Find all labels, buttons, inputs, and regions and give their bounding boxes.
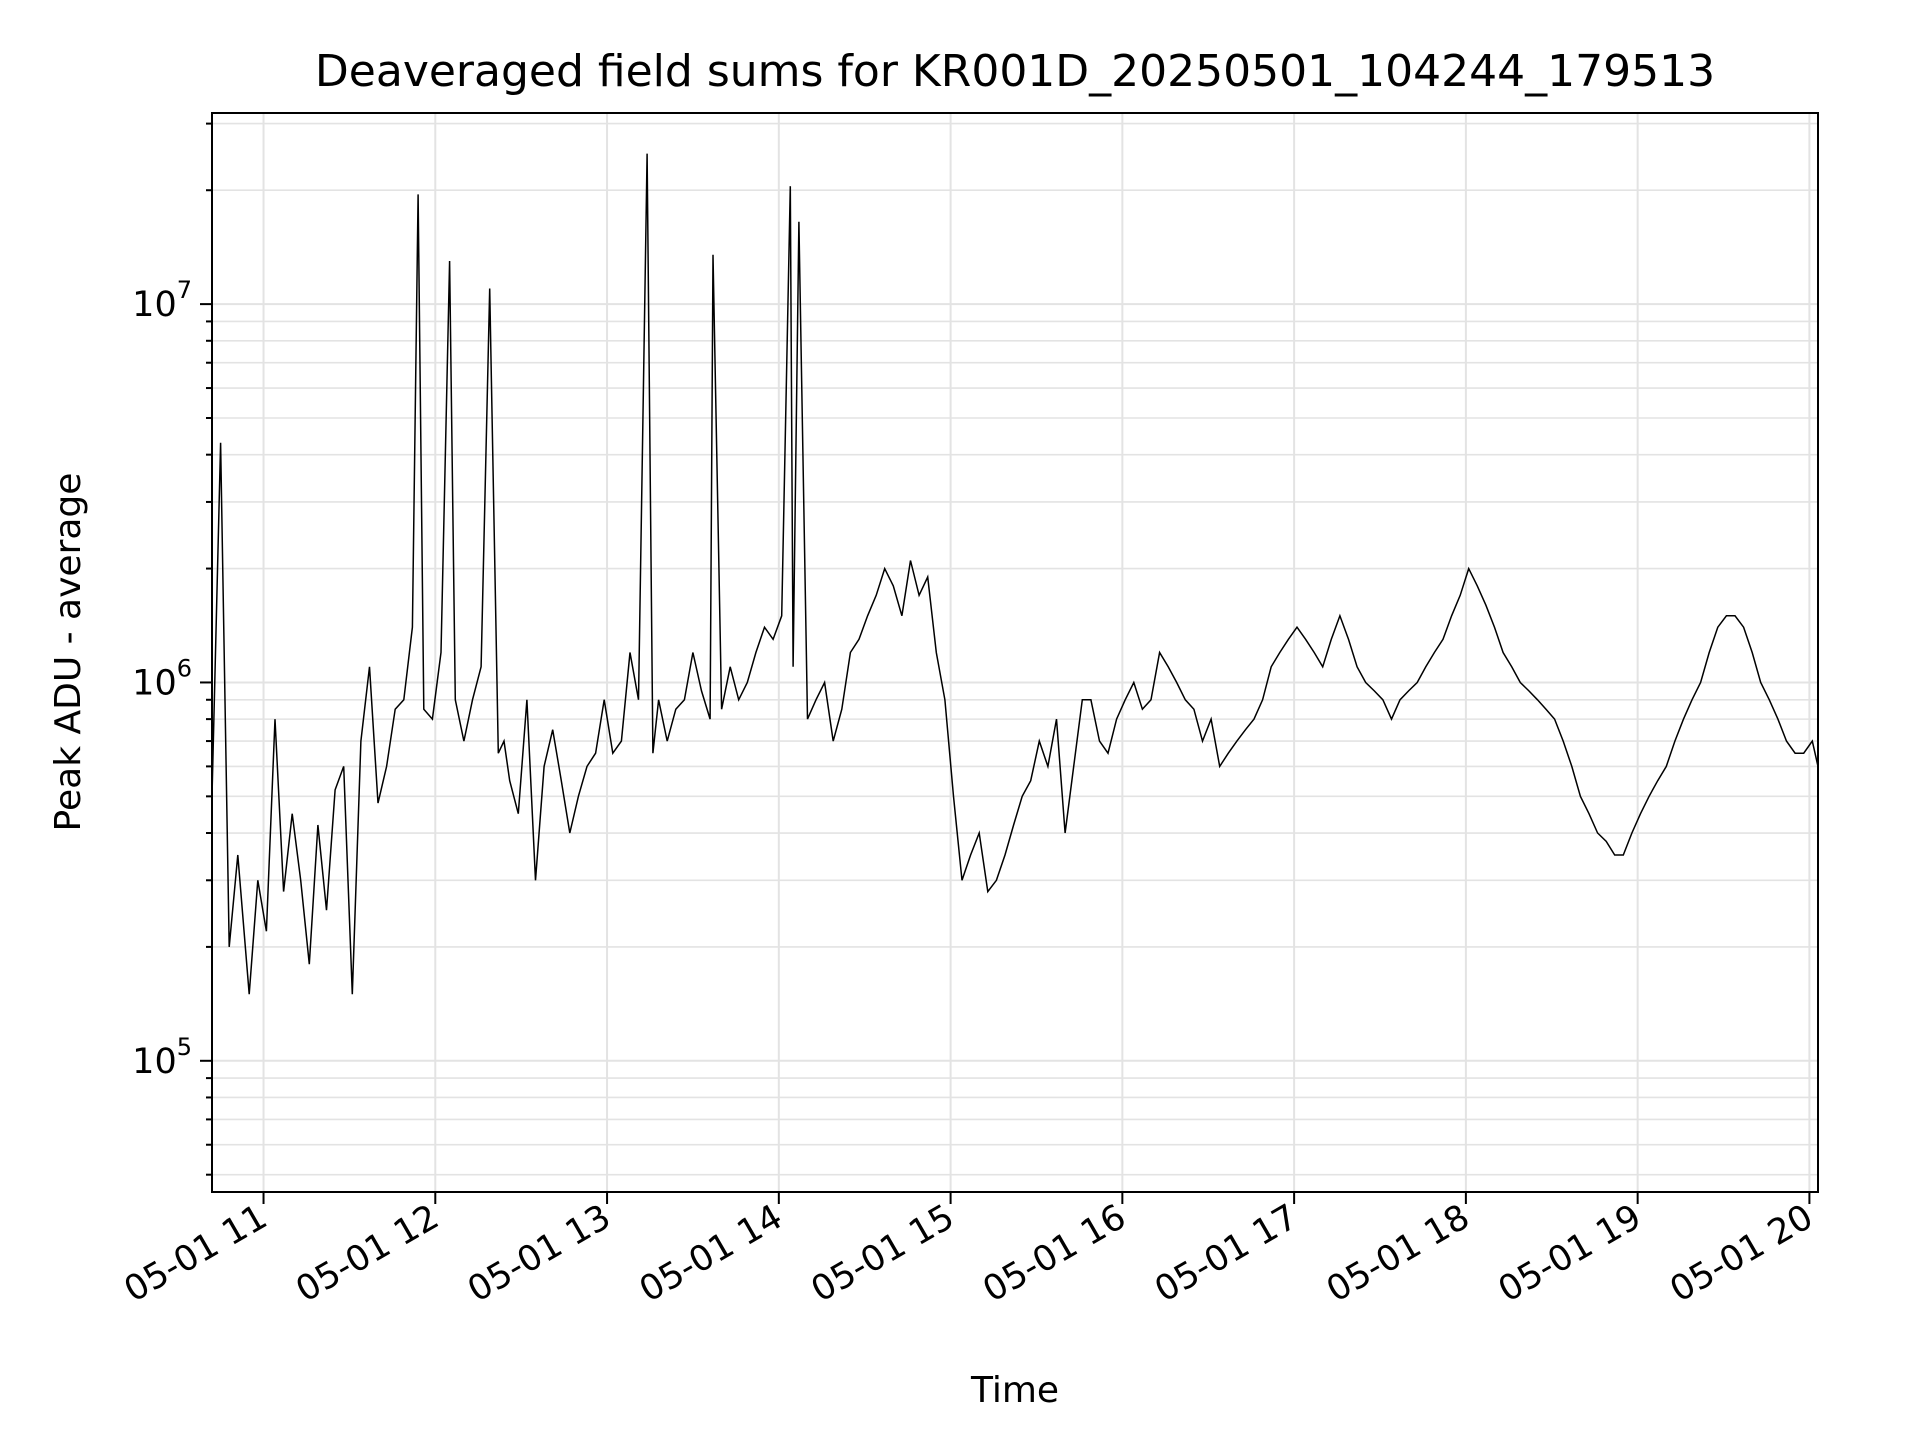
y-tick-exponent: 5: [177, 1033, 192, 1061]
chart-title: Deaveraged field sums for KR001D_2025050…: [315, 46, 1715, 97]
x-tick-label: 05-01 12: [290, 1197, 446, 1310]
x-axis-label: Time: [970, 1370, 1059, 1411]
y-axis-label: Peak ADU - average: [48, 473, 89, 832]
x-tick-label: 05-01 16: [977, 1197, 1133, 1310]
x-tick-label: 05-01 11: [118, 1197, 274, 1310]
y-tick-label: 107: [132, 276, 192, 325]
series-line-group: [211, 153, 1819, 995]
series-line: [211, 153, 1819, 995]
plot-frame: [211, 112, 1819, 1193]
y-tick-base: 10: [132, 1042, 177, 1082]
x-tick-label: 05-01 17: [1148, 1197, 1304, 1310]
x-tick-label: 05-01 14: [633, 1197, 789, 1310]
x-tick-label: 05-01 13: [461, 1197, 617, 1310]
x-tick-label: 05-01 18: [1320, 1197, 1476, 1310]
y-tick-base: 10: [132, 663, 177, 703]
y-tick-exponent: 6: [177, 654, 192, 682]
y-tick-label: 106: [132, 654, 192, 703]
x-tick-label: 05-01 19: [1492, 1197, 1648, 1310]
grid: [212, 113, 1818, 1192]
x-tick-label: 05-01 15: [805, 1197, 961, 1310]
y-tick-label: 105: [132, 1033, 192, 1082]
y-tick-exponent: 7: [177, 276, 192, 304]
x-tick-label: 05-01 20: [1664, 1197, 1820, 1310]
y-tick-base: 10: [132, 285, 177, 325]
x-axis: 05-01 11 05-01 12 05-01 13 05-01 14 05-01 15…: [118, 1192, 1820, 1310]
